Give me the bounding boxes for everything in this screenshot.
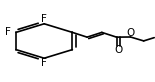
Text: O: O bbox=[127, 28, 135, 38]
Text: F: F bbox=[41, 14, 47, 24]
Text: F: F bbox=[4, 27, 10, 37]
Text: O: O bbox=[114, 45, 122, 55]
Text: F: F bbox=[41, 58, 47, 68]
